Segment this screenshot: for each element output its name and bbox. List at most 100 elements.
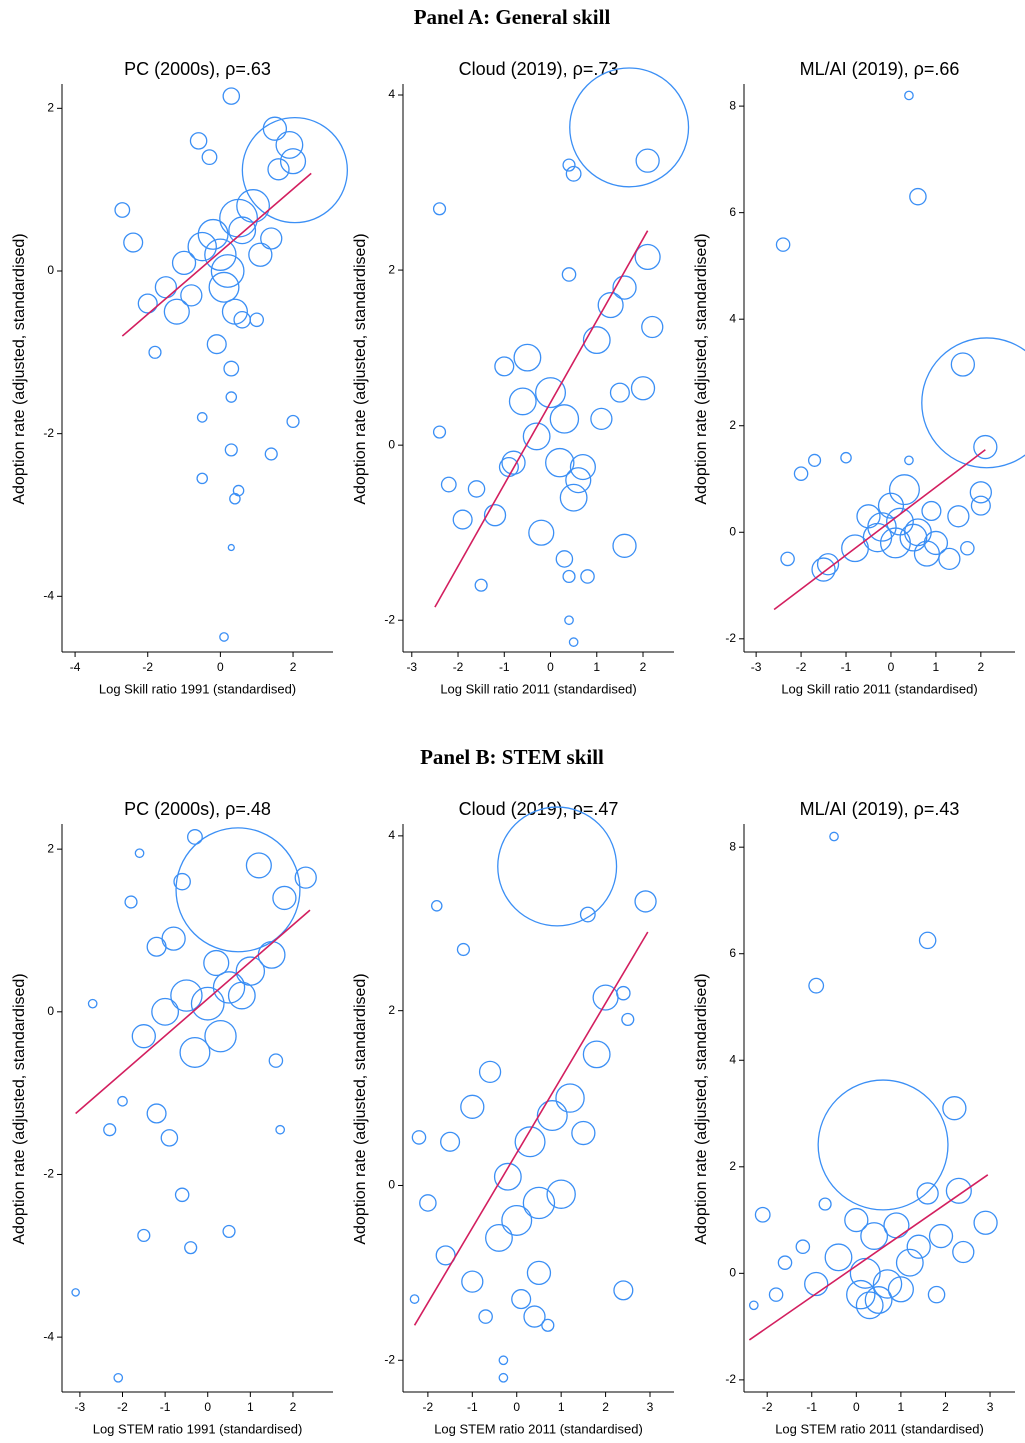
bubble	[840, 451, 852, 464]
bubble	[609, 382, 630, 403]
bubble	[432, 202, 447, 216]
bubble	[913, 540, 940, 567]
bubble	[190, 986, 225, 1021]
bubble	[456, 942, 471, 957]
bubble	[849, 1257, 881, 1289]
fit-line	[748, 1174, 989, 1341]
y-tick-label: 0	[729, 1266, 736, 1280]
bubble	[430, 899, 443, 912]
bubble	[555, 550, 574, 568]
bubble	[514, 1126, 546, 1158]
x-tick-label: 2	[942, 1400, 949, 1414]
bubble	[224, 443, 238, 457]
bubble	[590, 407, 613, 431]
points	[775, 90, 1025, 582]
bubble	[435, 1245, 456, 1266]
bubble	[568, 637, 579, 647]
bubble	[928, 1223, 954, 1249]
bubble	[923, 530, 949, 556]
bubble	[522, 422, 551, 451]
bubble	[203, 949, 230, 977]
bubble	[501, 1204, 533, 1236]
bubble	[223, 360, 240, 377]
bubble	[523, 1305, 546, 1328]
bubble	[493, 1162, 522, 1191]
bubble	[146, 936, 167, 957]
bubble	[208, 271, 240, 303]
x-axis-label: Log STEM ratio 2011 (standardised)	[434, 1421, 643, 1436]
fit-line	[413, 931, 649, 1326]
bubble	[279, 148, 307, 175]
x-tick-label: -1	[160, 1400, 171, 1414]
x-tick-label: 3	[647, 1400, 654, 1414]
bubble	[123, 232, 144, 253]
y-tick-label: -4	[43, 588, 54, 602]
bubble	[233, 311, 251, 329]
bubble	[154, 276, 178, 299]
bubble	[612, 275, 637, 300]
bubble	[559, 483, 588, 512]
fit-line	[121, 172, 312, 337]
bubble	[206, 334, 227, 355]
bubble	[970, 495, 991, 516]
bubble	[579, 906, 596, 923]
bubble	[148, 345, 162, 359]
x-tick-label: -3	[75, 1400, 86, 1414]
x-tick-label: 2	[290, 660, 297, 674]
x-tick-label: -2	[423, 1400, 434, 1414]
points	[409, 806, 657, 1383]
bubble	[867, 512, 897, 542]
x-tick-label: 2	[290, 1400, 297, 1414]
bubble	[268, 1053, 284, 1068]
bubble	[952, 1240, 975, 1264]
x-tick-label: -3	[406, 660, 417, 674]
bubble	[294, 866, 317, 889]
points	[432, 67, 690, 647]
bubble	[275, 131, 304, 159]
bubble	[117, 1095, 128, 1107]
x-axis-label: Log STEM ratio 2011 (standardised)	[775, 1421, 984, 1436]
bubble	[513, 343, 542, 372]
bubble	[899, 523, 928, 552]
bubble	[561, 267, 577, 282]
bubble	[262, 116, 288, 141]
x-tick-label: -3	[751, 660, 762, 674]
x-tick-label: -2	[762, 1400, 773, 1414]
bubble	[196, 412, 208, 423]
bubble	[87, 998, 98, 1009]
bubble	[864, 1286, 893, 1314]
bubble	[904, 90, 914, 101]
bubble	[621, 1012, 635, 1027]
bubble	[904, 455, 914, 466]
chart-title: Cloud (2019), ρ=.47	[459, 799, 619, 819]
bubble	[241, 116, 349, 224]
bubble	[187, 231, 217, 262]
bubble	[564, 615, 574, 626]
bubble	[634, 243, 661, 271]
bubble	[222, 1224, 236, 1238]
y-tick-label: 4	[388, 87, 395, 101]
bubble	[497, 806, 618, 927]
x-tick-label: 0	[547, 660, 554, 674]
bubble	[227, 981, 256, 1010]
bubble	[124, 895, 138, 909]
bubble	[526, 1260, 552, 1286]
bubble	[498, 1372, 509, 1383]
y-tick-label: 8	[729, 839, 736, 853]
bubble	[478, 1309, 493, 1324]
bubble	[818, 1197, 832, 1211]
bubble	[562, 158, 576, 172]
bubble	[440, 1131, 461, 1152]
bubble	[522, 1186, 556, 1220]
bubble	[571, 1120, 596, 1146]
bubble	[545, 447, 575, 478]
bubble	[71, 1288, 80, 1297]
bubble	[613, 1280, 634, 1301]
bubble	[846, 1279, 876, 1310]
bubble	[146, 1103, 167, 1124]
bubble	[536, 1100, 568, 1132]
bubble	[467, 480, 486, 498]
bubble	[501, 450, 526, 475]
bubble	[432, 425, 447, 439]
